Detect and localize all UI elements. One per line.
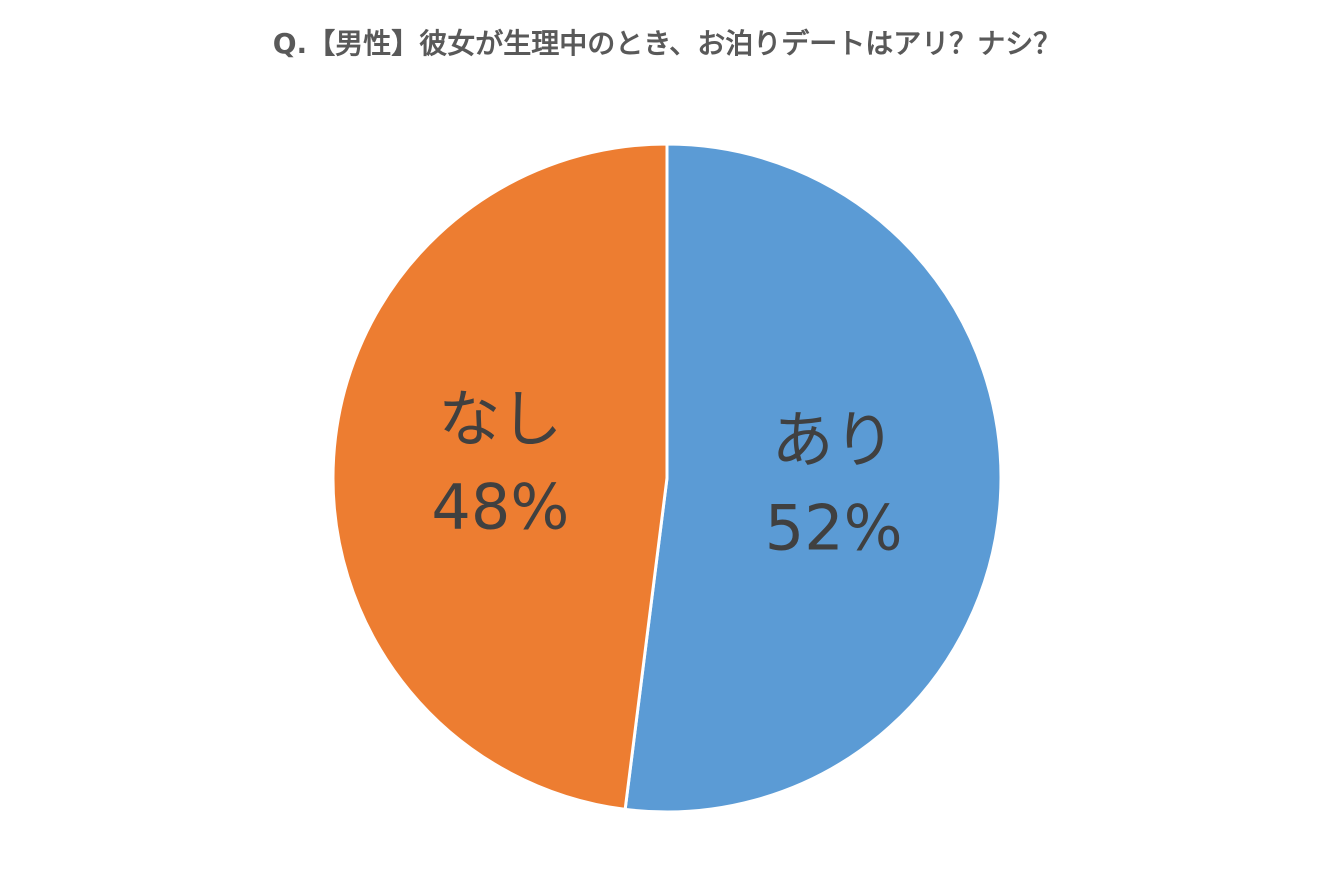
slice-value-label: 52% [765, 492, 903, 565]
slice-category-label: あり [772, 404, 896, 477]
slice-value-label: 48% [431, 471, 569, 544]
slice-category-label: なし [438, 383, 562, 456]
pie-slice [623, 142, 1003, 814]
chart-title: Q.【男性】彼女が生理中のとき、お泊りデートはアリ？ナシ？ [273, 27, 1061, 60]
pie-slice [331, 142, 669, 812]
